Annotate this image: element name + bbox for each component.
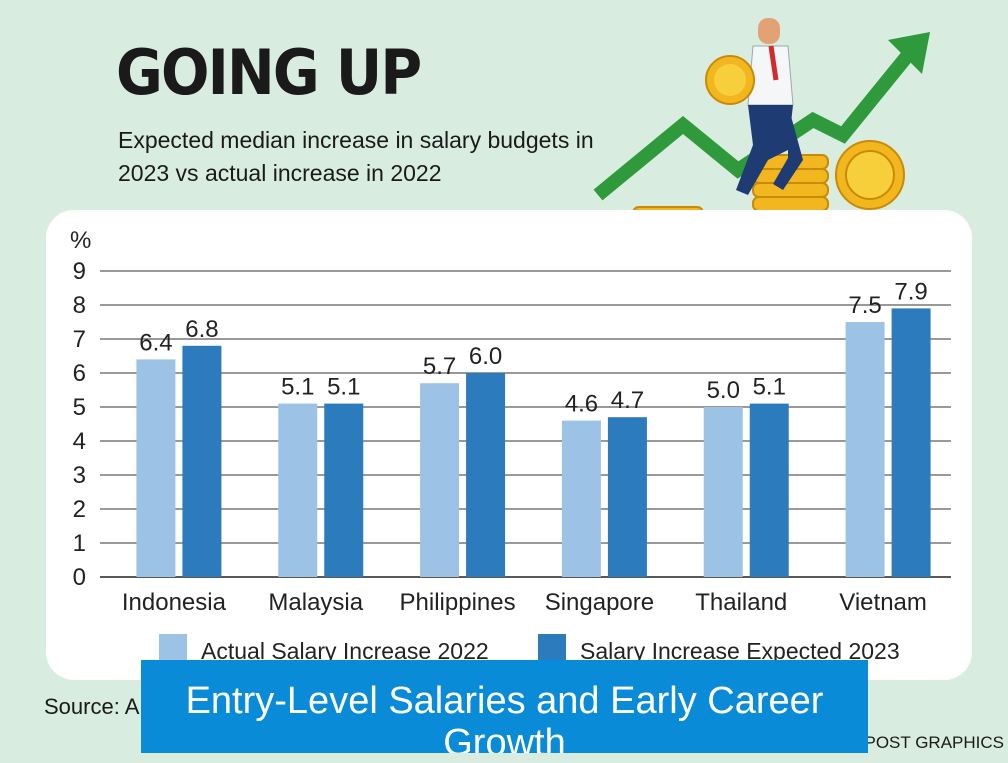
data-label: 5.7 [423,353,456,380]
data-label: 4.7 [611,387,644,414]
y-tick-label: 2 [73,496,86,523]
bar-expected-2023 [182,345,222,577]
data-label: 6.8 [185,316,218,343]
data-label: 5.1 [281,374,314,401]
data-label: 7.9 [894,278,927,305]
graphics-credit: XPOST GRAPHICS [853,733,1004,752]
data-label: 5.0 [707,377,740,404]
data-label: 4.6 [565,391,598,418]
data-label: 6.4 [139,329,172,356]
page-title: GOING UP [116,36,422,109]
y-tick-label: 9 [73,258,86,285]
x-tick-label: Vietnam [839,589,927,616]
bar-actual-2022 [703,407,743,577]
y-tick-label: 4 [73,428,86,455]
y-tick-label: 6 [73,360,86,387]
chart-card: % 0 1 2 3 4 5 6 7 8 9 6.4 6.8 Indonesia 5.1 5.1 Malaysia… [46,210,972,680]
legend-swatch [159,634,187,662]
bar-expected-2023 [749,403,789,577]
y-tick-label: 7 [73,326,86,353]
bar-chart: % 0 1 2 3 4 5 6 7 8 9 6.4 6.8 Indonesia 5.1 5.1 Malaysia… [70,227,951,664]
bar-expected-2023 [466,373,506,577]
source-note: Source: A [44,694,140,719]
bar-actual-2022 [278,403,318,577]
data-label: 5.1 [327,374,360,401]
caption-banner: Entry-Level Salaries and Early Career Gr… [141,660,868,753]
bar-expected-2023 [607,417,647,577]
caption-banner-text: Entry-Level Salaries and Early Career Gr… [185,680,824,753]
x-tick-label: Philippines [400,589,516,616]
x-tick-label: Singapore [545,589,654,616]
data-label: 6.0 [469,343,502,370]
y-tick-label: 5 [73,394,86,421]
legend-label: Actual Salary Increase 2022 [201,638,489,664]
y-tick-label: 1 [73,530,86,557]
bar-actual-2022 [136,359,176,577]
runner-figure-icon [705,18,803,195]
bar-actual-2022 [561,420,601,577]
bar-actual-2022 [420,383,460,577]
legend-label: Salary Increase Expected 2023 [580,638,900,664]
data-label: 7.5 [848,292,881,319]
y-tick-label: 8 [73,292,86,319]
data-label: 5.1 [753,374,786,401]
y-tick-label: 0 [73,564,86,591]
page-subtitle: Expected median increase in salary budge… [118,127,594,186]
bar-actual-2022 [845,322,885,577]
x-tick-label: Thailand [695,589,787,616]
x-tick-label: Malaysia [268,589,363,616]
x-tick-label: Indonesia [122,589,227,616]
bar-expected-2023 [324,403,364,577]
bar-expected-2023 [891,308,931,577]
y-axis-label: % [70,227,91,254]
y-tick-label: 3 [73,462,86,489]
legend-swatch [538,634,566,662]
